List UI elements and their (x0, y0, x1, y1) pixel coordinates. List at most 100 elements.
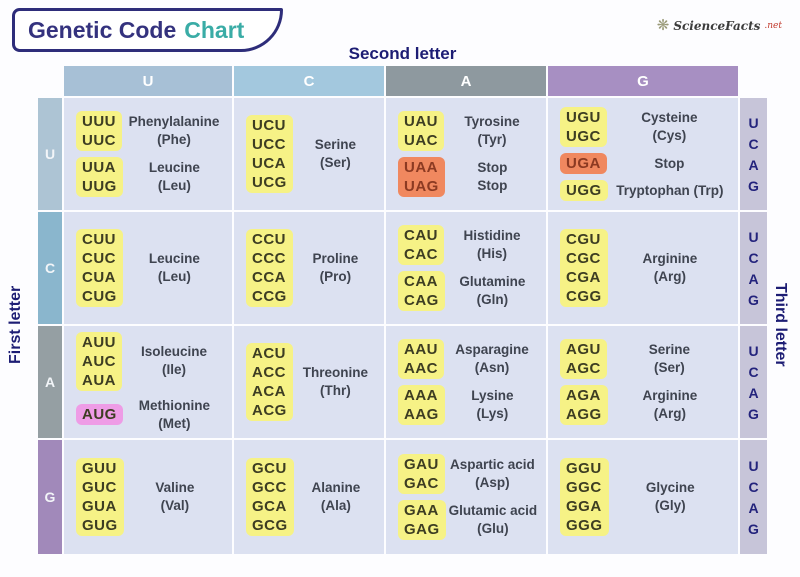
cell-C-C: CCU CCC CCA CCG Proline (Pro) (234, 212, 384, 324)
amino-acid-label: Valine (Val) (155, 480, 195, 513)
stop-codon-block: UGA (560, 153, 607, 174)
third-letter: C (748, 478, 759, 495)
page-title: Genetic Code Chart (12, 8, 283, 52)
codon: AUU (82, 333, 116, 351)
stop-codon-group: UGA Stop (560, 153, 732, 174)
codon: CAG (404, 292, 439, 309)
third-letter: U (748, 342, 759, 359)
codon-group: UAU UAC Tyrosine (Tyr) (398, 111, 540, 151)
codon: ACC (252, 364, 286, 381)
codon-group: GAU GAC Aspartic acid (Asp) (398, 454, 540, 494)
codon-block: AAU AAC (398, 339, 444, 379)
codon: AGA (566, 387, 601, 404)
cell-A-C: ACU ACC ACA ACG Threonine (Thr) (234, 326, 384, 438)
codon: AAC (404, 360, 438, 377)
third-letter: G (748, 520, 759, 537)
title-text-accent: Chart (184, 16, 245, 43)
codon-block: CAA CAG (398, 271, 445, 311)
column-header-C: C (234, 66, 384, 96)
cell-U-U: UUU UUC Phenylalanine (Phe) UUA UUG Leuc… (64, 98, 232, 210)
amino-acid-label: Serine (Ser) (648, 342, 691, 375)
cell-U-C: UCU UCC UCA UCG Serine (Ser) (234, 98, 384, 210)
amino-acid-label: Serine (Ser) (314, 137, 357, 170)
amino-acid-label: Threonine (Thr) (302, 365, 369, 398)
codon-group: GCU GCC GCA GCG Alanine (Ala) (246, 458, 378, 536)
codon-group: GUU GUC GUA GUG Valine (Val) (76, 458, 226, 536)
stop-codon-group: UAA UAG Stop Stop (398, 157, 540, 197)
codon: ACG (252, 402, 287, 419)
amino-acid-label: Cysteine (Cys) (641, 110, 698, 143)
codon: CUC (82, 250, 116, 267)
codon: UCA (252, 155, 286, 172)
codon: GCA (252, 498, 287, 515)
codon-block: CUU CUC CUA CUG (76, 229, 123, 307)
codon-block: UUA UUG (76, 157, 123, 197)
cell-A-U: AUU AUC AUA Isoleucine (Ile) AUG Methion… (64, 326, 232, 438)
codon-group: UGG Tryptophan (Trp) (560, 180, 732, 201)
codon-block: UGU UGC (560, 107, 607, 147)
codon-block: GCU GCC GCA GCG (246, 458, 294, 536)
codon-block: AGU AGC (560, 339, 607, 379)
codon: GUC (82, 479, 117, 496)
third-letter-axis-label: Third letter (772, 283, 789, 367)
third-letter: A (748, 499, 759, 516)
amino-acid-label: Glycine (Gly) (645, 480, 695, 513)
codon: GGA (566, 498, 602, 515)
codon: CGU (566, 231, 601, 248)
codon: CUA (82, 269, 116, 286)
codon: UUA (82, 159, 116, 176)
codon: CGC (566, 250, 601, 267)
codon-block: UCU UCC UCA UCG (246, 115, 293, 193)
codon: AGU (566, 341, 601, 358)
logo-text: ScienceFacts (673, 18, 761, 33)
codon: AUA (82, 371, 116, 389)
codon: CUU (82, 231, 116, 248)
amino-acid-label: Arginine (Arg) (642, 251, 698, 284)
logo-suffix: .net (764, 20, 782, 31)
codon-group: GGU GGC GGA GGG Glycine (Gly) (560, 458, 732, 536)
cell-U-G: UGU UGC Cysteine (Cys) UGA Stop UGG Tryp… (548, 98, 738, 210)
codon: AAU (404, 341, 438, 358)
codon-group: AGU AGC Serine (Ser) (560, 339, 732, 379)
codon-group: UUU UUC Phenylalanine (Phe) (76, 111, 226, 151)
codon: UCG (252, 174, 287, 191)
atom-icon: ❋ (656, 17, 670, 34)
row-header-U: U (38, 98, 62, 210)
third-letter: A (748, 270, 759, 287)
codon-block: CCU CCC CCA CCG (246, 229, 293, 307)
codon-block: GUU GUC GUA GUG (76, 458, 124, 536)
table-corner (740, 66, 767, 96)
codon-group: CCU CCC CCA CCG Proline (Pro) (246, 229, 378, 307)
codon: ACU (252, 345, 286, 362)
codon: CCG (252, 288, 287, 305)
codon-group: AGA AGG Arginine (Arg) (560, 385, 732, 425)
start-codon-group: AUG Methionine (Met) (76, 397, 226, 433)
codon: GGU (566, 460, 602, 477)
stop-codon-block: UAA UAG (398, 157, 445, 197)
third-letter: U (748, 228, 759, 245)
codon: CUG (82, 288, 117, 305)
codon-group: CUU CUC CUA CUG Leucine (Leu) (76, 229, 226, 307)
amino-acid-label: Tyrosine (Tyr) (464, 114, 520, 147)
codon-group: CAA CAG Glutamine (Gln) (398, 271, 540, 311)
third-letter: U (748, 457, 759, 474)
codon-block: CAU CAC (398, 225, 444, 265)
codon: UUC (82, 132, 116, 149)
codon: CAC (404, 246, 438, 263)
cell-A-A: AAU AAC Asparagine (Asn) AAA AAG Lysine … (386, 326, 546, 438)
amino-acid-label: Lysine (Lys) (471, 388, 514, 421)
row-header-A: A (38, 326, 62, 438)
cell-C-U: CUU CUC CUA CUG Leucine (Leu) (64, 212, 232, 324)
third-letter: A (748, 384, 759, 401)
codon: CCU (252, 231, 286, 248)
codon-block: UAU UAC (398, 111, 444, 151)
codon: UUU (82, 113, 116, 130)
third-letter: C (748, 249, 759, 266)
amino-acid-label: Tryptophan (Trp) (616, 182, 724, 198)
codon-block: AUU AUC AUA (76, 331, 122, 391)
codon-group: AAA AAG Lysine (Lys) (398, 385, 540, 425)
codon: AUG (82, 406, 117, 423)
amino-acid-label: Glutamine (Gln) (459, 274, 526, 307)
codon: GUA (82, 498, 117, 515)
cell-G-G: GGU GGC GGA GGG Glycine (Gly) (548, 440, 738, 554)
